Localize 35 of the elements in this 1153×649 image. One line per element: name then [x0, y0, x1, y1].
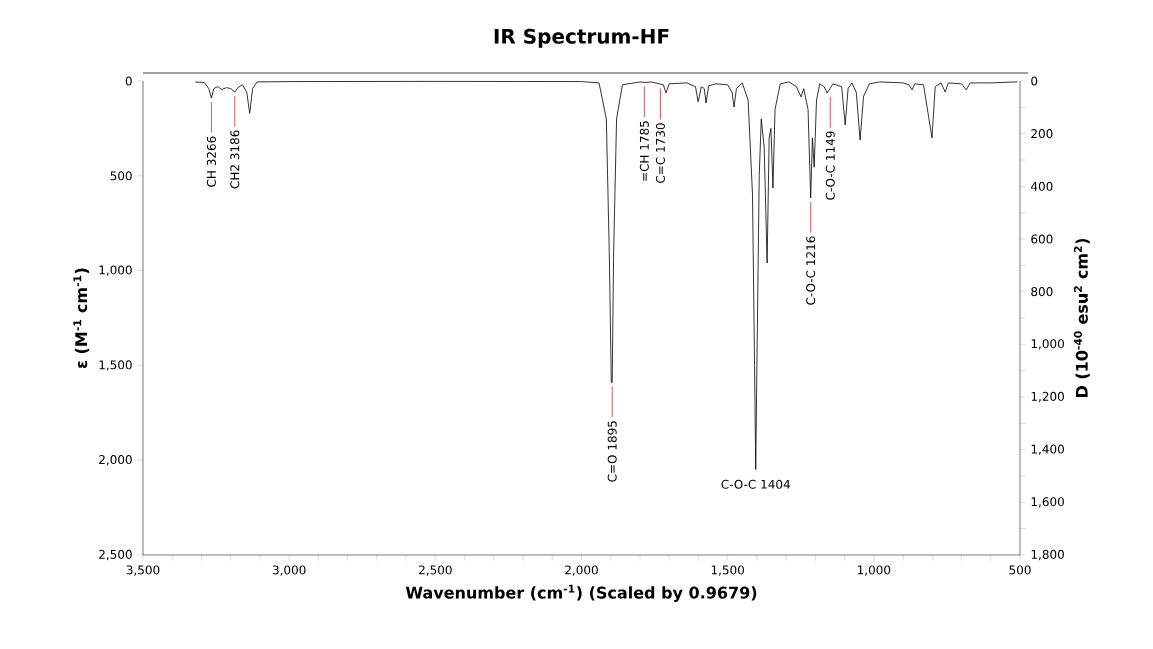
annotation: C=O 1895	[607, 421, 617, 482]
x-axis-title: Wavenumber (cm$^{-1}$) (Scaled by 0.9679)	[405, 584, 757, 602]
y-tick-label: 0	[125, 76, 132, 86]
y2-tick-label: 1,400	[1031, 444, 1064, 455]
y2-tick-label: 1,000	[1031, 339, 1064, 350]
y2-tick-label: 200	[1031, 129, 1053, 139]
y-tick-label: 1,500	[99, 360, 132, 371]
y2-tick-label: 1,800	[1031, 549, 1064, 561]
x-tick-label: 3,500	[126, 565, 160, 576]
annotation: CH 3266	[206, 136, 216, 187]
annotation: CH2 3186	[230, 130, 240, 189]
y-tick-label: 2,000	[99, 455, 132, 466]
y-tick-label: 2,500	[99, 549, 132, 561]
y2-tick-label: 0	[1031, 76, 1038, 86]
x-tick-label: 3,000	[272, 565, 306, 576]
annotation: C-O-C 1149	[825, 131, 835, 200]
x-tick-label: 2,500	[419, 565, 452, 576]
chart-title: IR Spectrum-HF	[494, 28, 669, 48]
y2-tick-label: 400	[1031, 181, 1053, 191]
annotation: C-O-C 1404	[721, 479, 790, 489]
annotation: =CH 1785	[639, 121, 649, 181]
annotation: C-O-C 1216	[806, 236, 816, 305]
y-axis-title: ε (M$^{-1}$ cm$^{-1}$)	[73, 268, 90, 369]
annotation: C=C 1730	[655, 123, 665, 183]
x-tick-label: 1,500	[711, 565, 745, 576]
y-tick-label: 500	[110, 171, 132, 181]
y2-axis-title: D (10$^{-40}$ esu$^{2}$ cm$^{2}$)	[1073, 238, 1090, 397]
y-tick-label: 1,000	[99, 265, 132, 276]
y2-tick-label: 800	[1031, 287, 1053, 297]
y2-tick-label: 1,600	[1031, 497, 1064, 508]
x-tick-label: 2,000	[565, 565, 598, 576]
x-tick-label: 500	[1009, 565, 1031, 575]
x-tick-label: 1,000	[857, 565, 891, 576]
y2-tick-label: 600	[1031, 234, 1053, 244]
y2-tick-label: 1,200	[1031, 391, 1064, 403]
